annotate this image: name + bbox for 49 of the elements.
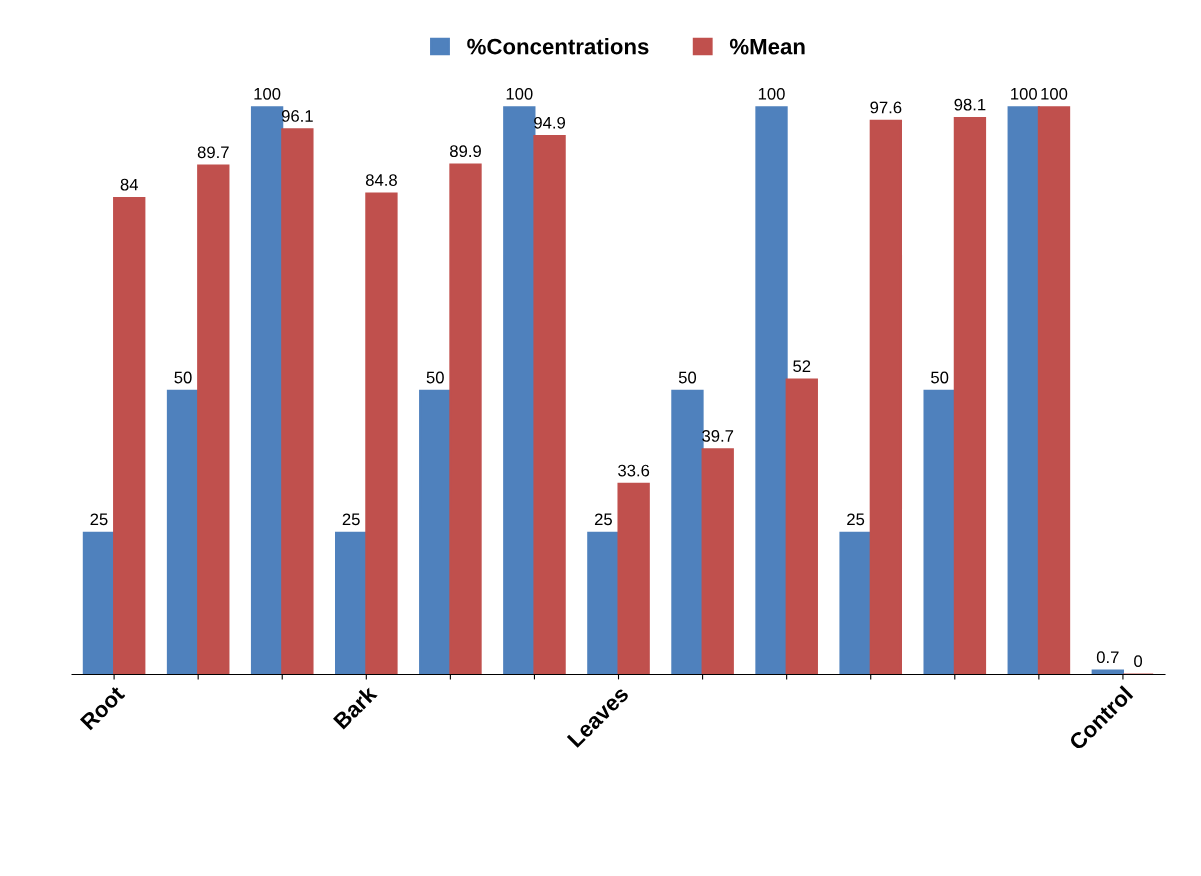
data-label: 98.1 (954, 98, 986, 111)
data-label: 84 (120, 178, 139, 191)
bar (701, 448, 734, 675)
data-label: 25 (90, 513, 108, 526)
data-label: 100 (506, 87, 533, 100)
data-label: 33.6 (618, 464, 650, 477)
data-label: 89.9 (450, 145, 481, 158)
bar (1037, 106, 1071, 675)
bar (250, 106, 284, 675)
data-label: 84.8 (365, 174, 397, 186)
data-label: 97.6 (870, 101, 902, 114)
data-label: 89.7 (197, 146, 229, 159)
bar (1007, 106, 1040, 675)
data-label: 50 (426, 371, 444, 384)
legend-label: %Mean (729, 38, 805, 55)
bar (869, 119, 903, 675)
data-label: 0.7 (1096, 651, 1119, 664)
data-label: 50 (174, 371, 192, 384)
bar (587, 531, 620, 675)
data-label: 0 (1134, 655, 1143, 668)
bar (533, 135, 566, 675)
data-label: 25 (594, 513, 612, 526)
bar (197, 164, 230, 675)
bar (671, 389, 704, 675)
data-label: 25 (847, 513, 865, 526)
bar (755, 106, 788, 675)
data-label: 100 (1041, 87, 1068, 100)
bar (617, 482, 650, 675)
data-label: 25 (342, 513, 360, 526)
bar (365, 192, 398, 675)
bar (82, 531, 116, 675)
bar (839, 531, 872, 675)
bar (166, 389, 200, 675)
bar (419, 389, 452, 675)
bar (953, 116, 987, 675)
bar (113, 196, 146, 675)
bar (923, 389, 956, 675)
bar (503, 106, 536, 675)
bar (785, 378, 818, 675)
legend-label: %Concentrations (467, 38, 649, 55)
data-label: 100 (254, 87, 281, 100)
bar (449, 163, 482, 675)
data-label: 50 (931, 371, 949, 384)
data-label: 50 (678, 371, 697, 384)
data-label: 52 (793, 360, 811, 373)
bar (281, 128, 314, 675)
bar (335, 531, 368, 675)
data-label: 100 (1011, 87, 1037, 100)
data-label: 100 (758, 87, 785, 100)
